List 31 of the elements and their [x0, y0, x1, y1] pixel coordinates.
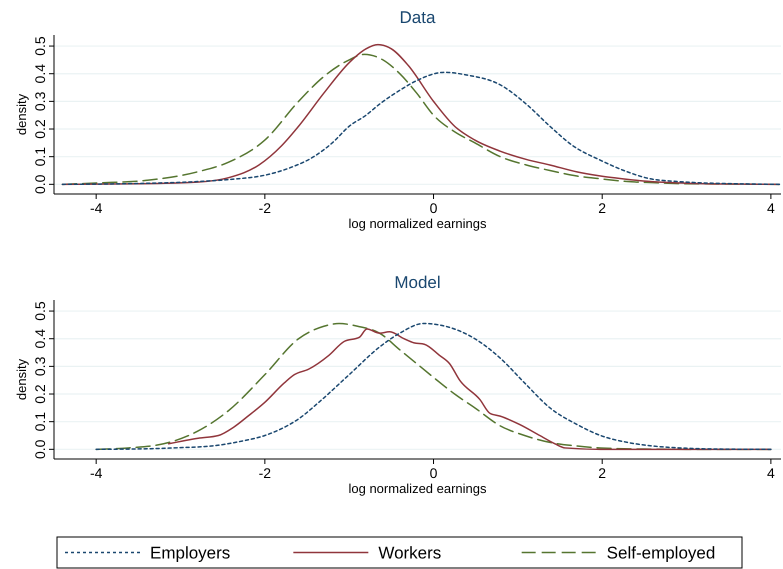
x-tick-label: 0 [430, 465, 438, 481]
y-tick-label: 0.0 [32, 174, 48, 194]
x-axis-title: log normalized earnings [348, 481, 488, 496]
x-tick-label: -4 [90, 465, 103, 481]
legend-label: Workers [378, 544, 442, 562]
legend-label: Self-employed [606, 544, 716, 562]
y-tick-label: 0.3 [32, 356, 48, 376]
legend-label: Employers [150, 544, 230, 562]
x-tick-label: 4 [766, 200, 775, 216]
y-tick-label: 0.5 [32, 36, 48, 56]
y-tick-label: 0.4 [32, 328, 48, 348]
y-tick-label: 0.1 [32, 412, 48, 432]
y-tick-label: 0.5 [32, 301, 48, 321]
x-tick-label: 0 [430, 200, 438, 216]
x-tick-label: 4 [766, 465, 775, 481]
x-tick-label: -2 [258, 465, 272, 481]
y-tick-label: 0.2 [32, 384, 48, 404]
x-axis-title: log normalized earnings [348, 216, 488, 231]
y-tick-label: 0.0 [32, 439, 48, 460]
y-axis-title: density [14, 358, 29, 400]
chart-title: Model [394, 273, 441, 292]
y-axis-title: density [14, 93, 29, 136]
y-tick-label: 0.2 [32, 119, 48, 139]
x-tick-label: 2 [598, 200, 606, 216]
chart-title: Data [400, 8, 436, 27]
x-tick-label: -2 [258, 200, 272, 216]
y-tick-label: 0.1 [32, 146, 48, 166]
y-tick-label: 0.3 [32, 91, 48, 112]
y-tick-label: 0.4 [32, 64, 48, 84]
x-tick-label: -4 [90, 200, 103, 216]
x-tick-label: 2 [598, 465, 606, 481]
